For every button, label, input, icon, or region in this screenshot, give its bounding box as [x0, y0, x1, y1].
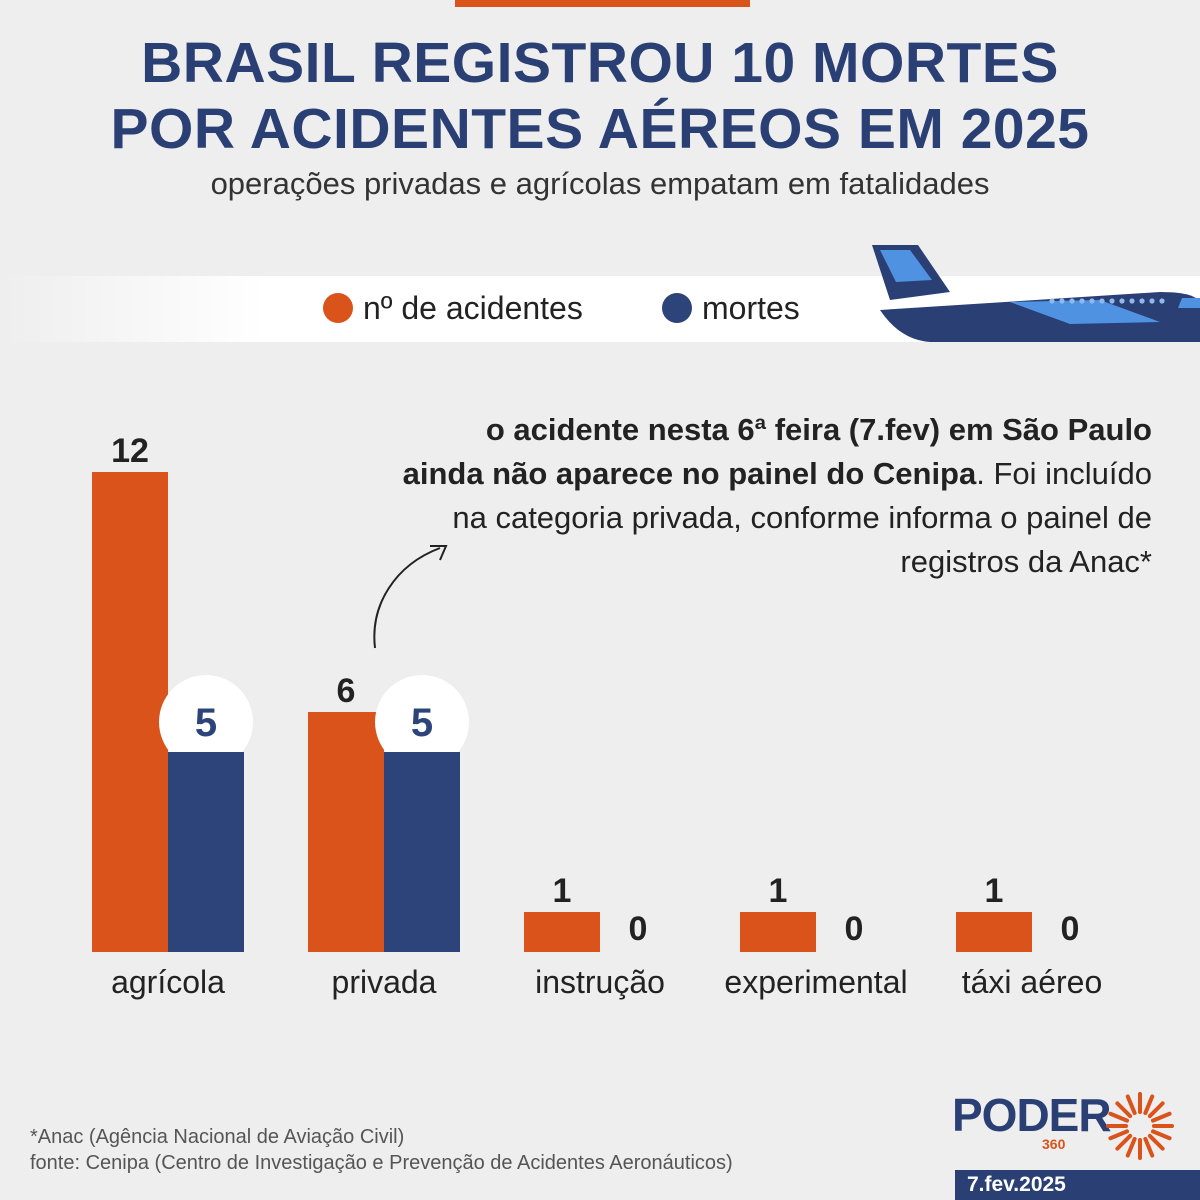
category-label-0: agrícola: [111, 964, 225, 1000]
label-bubble-deaths-0: [159, 675, 253, 769]
sun-ray: [1125, 1094, 1137, 1116]
sun-ray: [1115, 1101, 1133, 1119]
legend-item-deaths: mortes: [662, 288, 800, 328]
category-label-1: privada: [332, 964, 437, 1000]
legend-dot-deaths: [662, 293, 692, 323]
legend-label-accidents: nº de acidentes: [363, 289, 583, 326]
bar-deaths-0: [168, 752, 244, 952]
label-accidents-1: 6: [337, 672, 356, 710]
bar-accidents-4: [956, 912, 1032, 952]
bar-accidents-0: [92, 472, 168, 952]
label-deaths-2: 0: [629, 910, 648, 948]
note-regular-part: . Foi incluído na categoria privada, con…: [452, 456, 1152, 579]
label-bubble-deaths-1: [375, 675, 469, 769]
legend-item-accidents: nº de acidentes: [323, 288, 583, 328]
sun-ray: [1147, 1101, 1165, 1119]
date-badge: 7.fev.2025: [955, 1170, 1200, 1200]
logo-sub: 360: [1042, 1136, 1066, 1152]
page-subtitle: operações privadas e agrícolas empatam e…: [210, 166, 990, 201]
airplane-icon: [872, 245, 1200, 342]
title-line-1: BRASIL REGISTROU 10 MORTES: [141, 31, 1059, 95]
sun-ray: [1125, 1136, 1137, 1158]
bar-accidents-1: [308, 712, 384, 952]
label-deaths-1: 5: [411, 701, 433, 745]
sun-ray: [1147, 1133, 1165, 1151]
logo-text: PODER: [952, 1089, 1112, 1141]
footnote-anac: *Anac (Agência Nacional de Aviação Civil…: [30, 1126, 405, 1148]
label-accidents-2: 1: [553, 872, 572, 910]
poder360-logo: PODER 360: [952, 1088, 1174, 1160]
footnote-block: *Anac (Agência Nacional de Aviação Civil…: [30, 1124, 733, 1176]
page-title: BRASIL REGISTROU 10 MORTES POR ACIDENTES…: [0, 30, 1200, 162]
label-accidents-4: 1: [985, 872, 1004, 910]
label-deaths-4: 0: [1061, 910, 1080, 948]
category-label-2: instrução: [535, 964, 665, 1000]
category-label-3: experimental: [724, 964, 907, 1000]
bar-accidents-3: [740, 912, 816, 952]
label-accidents-0: 12: [111, 432, 149, 470]
note-bold-part-2: ainda não aparece no painel do Cenipa: [402, 456, 977, 491]
sun-ray: [1143, 1136, 1155, 1158]
sun-ray: [1150, 1111, 1172, 1123]
sun-ray: [1150, 1129, 1172, 1141]
category-label-4: táxi aéreo: [962, 964, 1103, 1000]
label-deaths-0: 5: [195, 701, 217, 745]
sun-ray: [1115, 1133, 1133, 1151]
arrow-head-icon: [430, 545, 448, 561]
note-bold-part-1: o acidente nesta 6ª feira (7.fev) em São…: [485, 412, 1152, 447]
source-line: fonte: Cenipa (Centro de Investigação e …: [30, 1152, 733, 1174]
sun-ray: [1143, 1094, 1155, 1116]
annotation-note: o acidente nesta 6ª feira (7.fev) em São…: [372, 408, 1152, 584]
sun-ray: [1108, 1111, 1130, 1123]
bar-accidents-2: [524, 912, 600, 952]
bar-deaths-1: [384, 752, 460, 952]
label-accidents-3: 1: [769, 872, 788, 910]
title-line-2: POR ACIDENTES AÉREOS EM 2025: [110, 97, 1090, 161]
sun-rays-icon: [1106, 1092, 1174, 1160]
legend-dot-accidents: [323, 293, 353, 323]
curved-arrow-icon: [373, 547, 441, 649]
label-deaths-3: 0: [845, 910, 864, 948]
top-accent-bar: [455, 0, 750, 7]
legend-label-deaths: mortes: [702, 289, 800, 326]
sun-ray: [1108, 1129, 1130, 1141]
